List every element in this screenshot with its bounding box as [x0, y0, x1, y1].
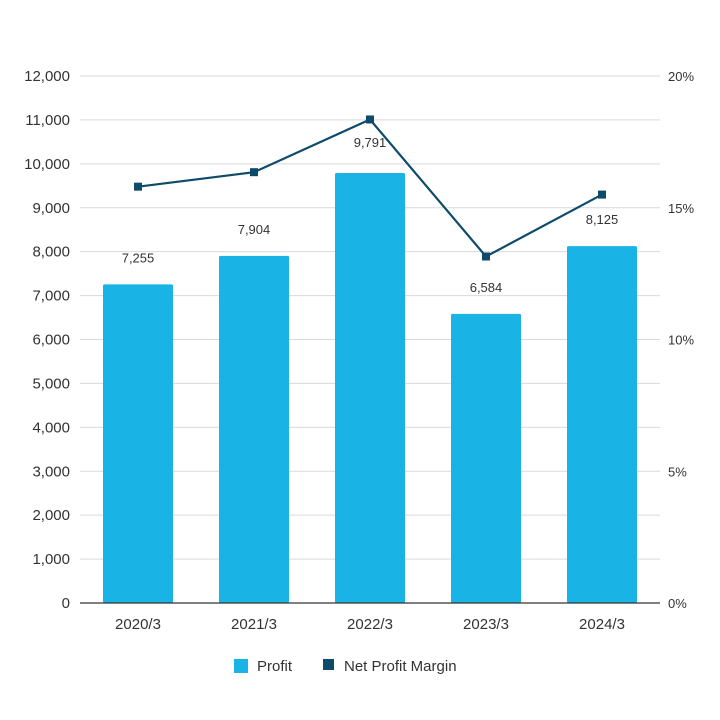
- margin-point-2023/3: [482, 252, 490, 261]
- margin-point-2024/3: [598, 190, 606, 199]
- legend: Profit Net Profit Margin: [234, 658, 457, 675]
- bar-data-labels: 7,255 7,904 9,791 6,584 8,125: [122, 135, 619, 295]
- y-right-tick-label: 0%: [668, 596, 687, 611]
- bar-2020/3: [103, 284, 173, 603]
- y-left-tick-label: 7,000: [32, 288, 70, 305]
- y-left-tick-label: 6,000: [32, 332, 70, 349]
- margin-point-2022/3: [366, 115, 374, 124]
- y-right-tick-label: 20%: [668, 69, 694, 84]
- right-axis: 0% 5% 10% 15% 20%: [668, 69, 694, 611]
- x-tick-label: 2020/3: [115, 616, 161, 633]
- bar-data-label: 7,904: [238, 222, 271, 237]
- bar-series-profit: [103, 173, 637, 604]
- y-left-tick-label: 1,000: [32, 551, 70, 568]
- y-right-tick-label: 10%: [668, 333, 694, 348]
- y-left-tick-label: 11,000: [25, 112, 70, 129]
- y-right-tick-label: 15%: [668, 201, 694, 216]
- bar-2021/3: [219, 255, 289, 603]
- left-axis: 0 1,000 2,000 3,000 4,000 5,000 6,000 7,000 8,00…: [24, 68, 70, 612]
- y-left-tick-label: 3,000: [32, 463, 70, 480]
- x-tick-label: 2022/3: [347, 616, 393, 633]
- bar-data-label: 8,125: [586, 212, 619, 227]
- bar-data-label: 9,791: [354, 135, 387, 150]
- line-series-net-profit-margin: [134, 115, 606, 261]
- x-tick-label: 2024/3: [579, 616, 625, 633]
- y-right-tick-label: 5%: [668, 464, 687, 479]
- legend-label-net-profit-margin: Net Profit Margin: [344, 658, 457, 675]
- margin-point-2021/3: [250, 168, 258, 177]
- y-left-tick-label: 2,000: [32, 507, 70, 524]
- y-left-tick-label: 5,000: [32, 375, 70, 392]
- bar-data-label: 6,584: [470, 280, 503, 295]
- y-left-tick-label: 12,000: [24, 68, 70, 85]
- y-left-tick-label: 4,000: [32, 419, 70, 436]
- margin-point-2020/3: [134, 182, 142, 191]
- bar-2022/3: [335, 173, 405, 604]
- x-tick-label: 2023/3: [463, 616, 509, 633]
- legend-label-profit: Profit: [257, 658, 293, 675]
- x-tick-label: 2021/3: [231, 616, 277, 633]
- legend-swatch-net-profit-margin: [323, 659, 334, 670]
- legend-swatch-profit: [234, 659, 248, 673]
- bar-data-label: 7,255: [122, 250, 155, 265]
- y-left-tick-label: 8,000: [32, 244, 70, 261]
- bar-2024/3: [567, 246, 637, 604]
- y-left-tick-label: 9,000: [32, 200, 70, 217]
- y-left-tick-label: 0: [62, 595, 70, 612]
- y-left-tick-label: 10,000: [24, 156, 70, 173]
- x-axis: 2020/3 2021/3 2022/3 2023/3 2024/3: [80, 602, 660, 633]
- bar-2023/3: [451, 313, 521, 603]
